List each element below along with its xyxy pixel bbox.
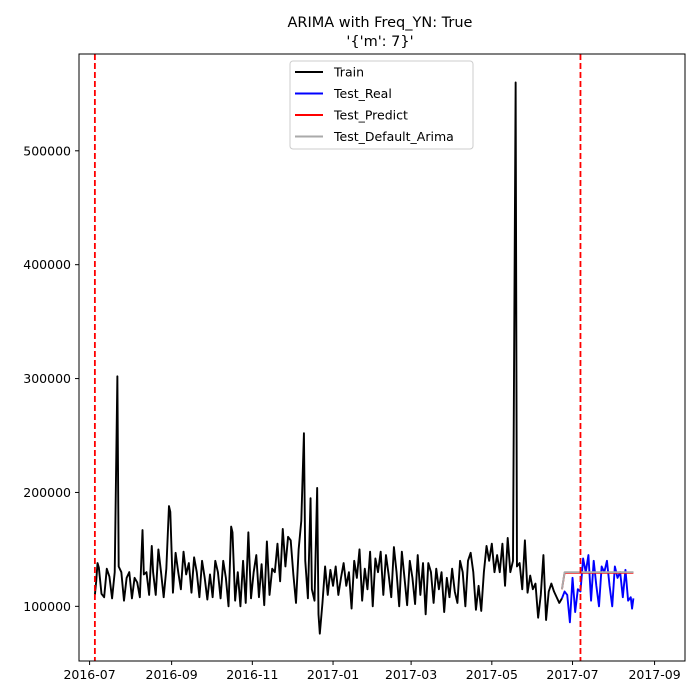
legend-label-train: Train bbox=[333, 65, 364, 80]
x-tick-label: 2017-07 bbox=[546, 667, 598, 682]
chart-subtitle: '{'m': 7}' bbox=[346, 34, 413, 50]
x-axis: 2016-07 2016-09 2016-11 2017-01 2017-03 2017-… bbox=[63, 661, 681, 682]
chart-title: ARIMA with Freq_YN: True bbox=[288, 15, 473, 31]
legend-label-test-real: Test_Real bbox=[333, 86, 392, 101]
series-line-test-default-arima bbox=[561, 571, 634, 590]
vertical-lines bbox=[93, 54, 582, 661]
legend: Train Test_Real Test_Predict Test_Default_A… bbox=[289, 60, 474, 150]
y-tick-label: 500000 bbox=[23, 143, 71, 158]
legend-label-test-default-arima: Test_Default_Arima bbox=[333, 129, 454, 144]
y-axis: 100000 200000 300000 400000 500000 bbox=[23, 143, 79, 614]
series-line-test-real bbox=[561, 554, 635, 624]
plot-frame bbox=[78, 53, 686, 662]
x-tick-label: 2017-03 bbox=[385, 667, 437, 682]
legend-label-test-predict: Test_Predict bbox=[333, 108, 408, 123]
x-tick-label: 2017-05 bbox=[466, 667, 518, 682]
y-tick-label: 300000 bbox=[23, 371, 71, 386]
x-tick-label: 2017-01 bbox=[307, 667, 359, 682]
y-tick-label: 400000 bbox=[23, 257, 71, 272]
series-line-train bbox=[93, 81, 563, 635]
series-layer bbox=[93, 81, 635, 635]
y-tick-label: 200000 bbox=[23, 485, 71, 500]
x-tick-label: 2016-11 bbox=[226, 667, 278, 682]
y-tick-label: 100000 bbox=[23, 599, 71, 614]
x-tick-label: 2017-09 bbox=[628, 667, 680, 682]
legend-box bbox=[289, 60, 474, 150]
x-tick-label: 2016-09 bbox=[146, 667, 198, 682]
x-tick-label: 2016-07 bbox=[63, 667, 115, 682]
